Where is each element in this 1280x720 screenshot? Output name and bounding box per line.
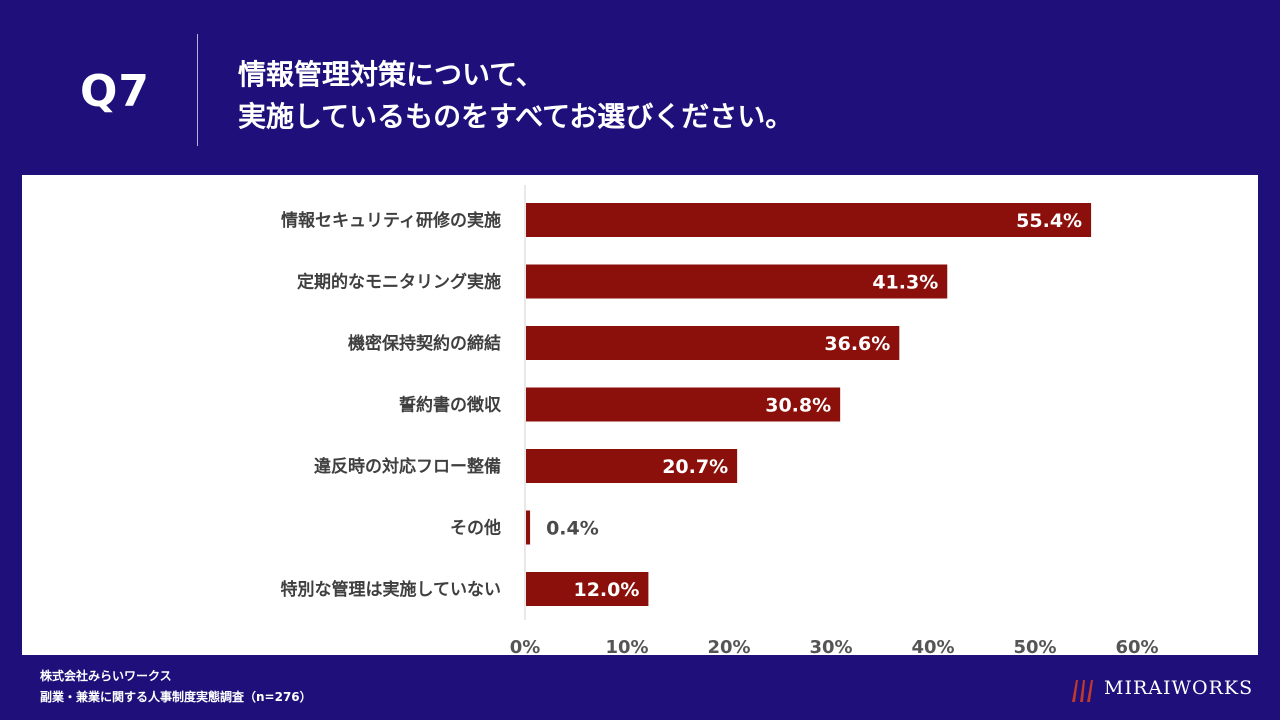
logo-text: MIRAIWORKS <box>1104 677 1254 699</box>
category-label: 情報セキュリティ研修の実施 <box>281 210 501 231</box>
bar <box>526 203 1092 237</box>
question-line-1: 情報管理対策について、 <box>238 58 544 91</box>
category-label: 違反時の対応フロー整備 <box>314 456 501 477</box>
category-label: 定期的なモニタリング実施 <box>297 272 501 293</box>
data-label: 30.8% <box>765 395 831 417</box>
x-tick-label: 60% <box>1115 637 1158 655</box>
x-tick-label: 30% <box>809 637 852 655</box>
x-tick-label: 20% <box>707 637 750 655</box>
bar <box>526 572 649 606</box>
bar <box>526 449 738 483</box>
x-tick-label: 40% <box>911 637 954 655</box>
x-tick-label: 50% <box>1013 637 1056 655</box>
bar <box>526 387 841 422</box>
header-divider <box>197 34 198 146</box>
chart-panel: 情報セキュリティ研修の実施 55.4% 定期的なモニタリング実施 41.3% 機密保持契… <box>22 175 1258 655</box>
category-label: その他 <box>450 518 501 539</box>
data-label: 12.0% <box>573 579 639 601</box>
category-label: 機密保持契約の締結 <box>348 333 501 354</box>
category-label: 特別な管理は実施していない <box>281 579 502 600</box>
bar-chart: 情報セキュリティ研修の実施 55.4% 定期的なモニタリング実施 41.3% 機密保持契… <box>281 185 1159 655</box>
footer-company: 株式会社みらいワークス <box>40 669 172 683</box>
data-label: 0.4% <box>546 518 599 540</box>
data-label: 41.3% <box>872 272 938 294</box>
bar <box>526 510 531 545</box>
question-number: Q7 <box>80 66 151 117</box>
data-label: 36.6% <box>824 333 890 355</box>
data-label: 55.4% <box>1016 210 1082 232</box>
bar <box>526 264 948 299</box>
x-tick-label: 10% <box>605 637 648 655</box>
brand-logo: MIRAIWORKS <box>1070 676 1260 704</box>
logo-mark-icon <box>1072 680 1093 702</box>
footer-survey: 副業・兼業に関する人事制度実態調査（n=276） <box>40 690 312 704</box>
category-label: 誓約書の徴収 <box>399 395 502 416</box>
data-label: 20.7% <box>662 456 728 478</box>
question-line-2: 実施しているものをすべてお選びください。 <box>238 100 794 133</box>
question-text: 情報管理対策について、 実施しているものをすべてお選びください。 <box>238 54 1218 138</box>
bar <box>526 326 900 360</box>
footer: 株式会社みらいワークス 副業・兼業に関する人事制度実態調査（n=276） <box>40 666 312 708</box>
x-tick-label: 0% <box>510 637 541 655</box>
